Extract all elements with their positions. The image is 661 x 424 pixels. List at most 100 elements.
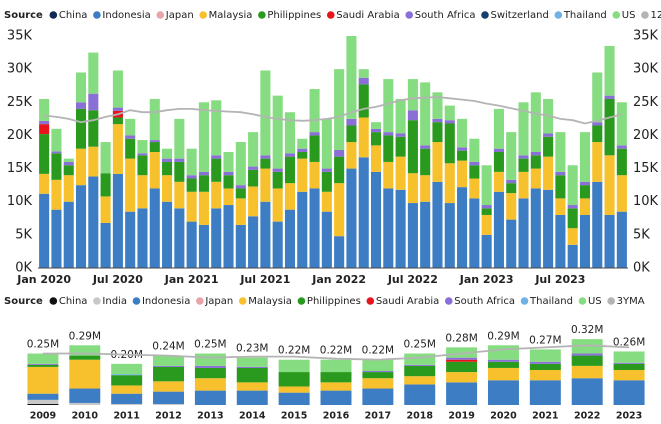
bar-segment <box>235 198 246 225</box>
bar-segment <box>211 100 222 156</box>
x-tick-label: Jul 2022 <box>387 273 438 286</box>
legend-label: South Africa <box>415 10 476 21</box>
y-tick-label: 10K <box>7 194 33 209</box>
legend-label: Philippines <box>307 296 361 307</box>
bar-segment <box>51 209 62 268</box>
bar-segment <box>592 181 603 268</box>
bar-segment <box>211 208 222 268</box>
bar-segment <box>248 166 259 170</box>
bar-segment <box>272 95 283 169</box>
bar-segment <box>284 112 296 154</box>
bar-segment <box>518 155 529 159</box>
bar-segment <box>481 165 492 206</box>
bar-segment <box>194 390 226 405</box>
bar-segment <box>518 158 529 172</box>
bar-segment <box>420 201 431 268</box>
bar-segment <box>162 148 173 159</box>
bar-segment <box>529 361 561 364</box>
bar-segment <box>248 132 259 167</box>
bar-segment <box>446 347 478 358</box>
y2-tick-label: 10K <box>633 194 659 209</box>
bar-segment <box>616 145 627 149</box>
bar-segment <box>530 155 541 169</box>
bar-segment <box>613 380 645 405</box>
legend-marker <box>199 11 207 19</box>
bar-segment <box>194 367 226 379</box>
bar-segment <box>236 357 268 367</box>
bar-segment <box>616 211 627 268</box>
bar-segment <box>518 102 529 156</box>
x-tick-label: Jan 2021 <box>164 273 219 286</box>
bar-segment <box>149 98 160 141</box>
bar-segment <box>100 142 111 174</box>
bar-segment <box>346 168 357 268</box>
bar-segment <box>555 214 566 268</box>
bar-segment <box>446 359 478 362</box>
bar-segment <box>153 381 185 392</box>
bar-segment <box>235 185 246 189</box>
bar-segment <box>334 69 345 151</box>
bar-segment <box>63 158 74 162</box>
y-tick-label: 35K <box>7 29 33 44</box>
bar-segment <box>236 390 268 405</box>
bar-segment <box>592 125 603 143</box>
bar-segment <box>69 388 101 403</box>
bar-segment <box>457 160 468 188</box>
bar-segment <box>111 385 143 394</box>
bar-segment <box>358 117 369 158</box>
legend-marker <box>612 11 621 19</box>
legend-title: Source <box>4 296 43 307</box>
total-label: 0.25M <box>194 339 226 351</box>
y-tick-label: 20K <box>7 128 33 143</box>
bar-segment <box>125 138 136 159</box>
total-label: 0.25M <box>404 339 436 351</box>
bar-segment <box>186 178 197 192</box>
bar-segment <box>272 171 283 189</box>
bar-segment <box>309 188 320 268</box>
bar-segment <box>395 156 406 190</box>
bar-segment <box>100 222 111 268</box>
bar-segment <box>592 72 603 123</box>
bar-segment <box>39 120 50 125</box>
legend-marker <box>578 297 587 305</box>
bar-segment <box>27 399 59 404</box>
bar-segment <box>616 148 627 176</box>
bar-segment <box>493 191 504 268</box>
legend-marker <box>481 11 489 19</box>
bar-segment <box>506 183 517 194</box>
bar-segment <box>493 171 504 192</box>
bar-segment <box>51 153 62 180</box>
y-tick-label: 30K <box>7 62 33 77</box>
bar-segment <box>487 367 519 381</box>
bar-segment <box>69 345 101 356</box>
bar-segment <box>137 208 148 268</box>
bar-segment <box>272 188 283 222</box>
legend-marker <box>607 297 615 305</box>
bar-segment <box>469 165 480 179</box>
bar-segment <box>571 353 603 356</box>
bar-segment <box>111 403 143 405</box>
bar-segment <box>111 363 143 375</box>
x-tick-label: Jan 2023 <box>459 273 514 286</box>
bar-segment <box>88 146 99 177</box>
bar-segment <box>404 353 436 365</box>
bar-segment <box>407 203 418 268</box>
legend-marker <box>196 297 204 305</box>
bar-segment <box>260 168 271 202</box>
bar-segment <box>407 79 418 111</box>
bar-segment <box>469 161 480 166</box>
bar-segment <box>112 117 123 125</box>
bar-segment <box>297 148 308 152</box>
bar-segment <box>321 211 332 268</box>
moving-average-line <box>43 96 623 125</box>
bar-segment <box>579 132 591 182</box>
bar-segment <box>518 198 529 268</box>
bar-segment <box>223 188 234 206</box>
legend-marker <box>93 11 101 19</box>
x-tick-label: 2019 <box>448 411 474 422</box>
bar-segment <box>567 205 578 209</box>
bar-segment <box>236 367 268 383</box>
bar-segment <box>420 148 431 176</box>
bar-segment <box>75 72 87 103</box>
bar-segment <box>27 403 59 405</box>
